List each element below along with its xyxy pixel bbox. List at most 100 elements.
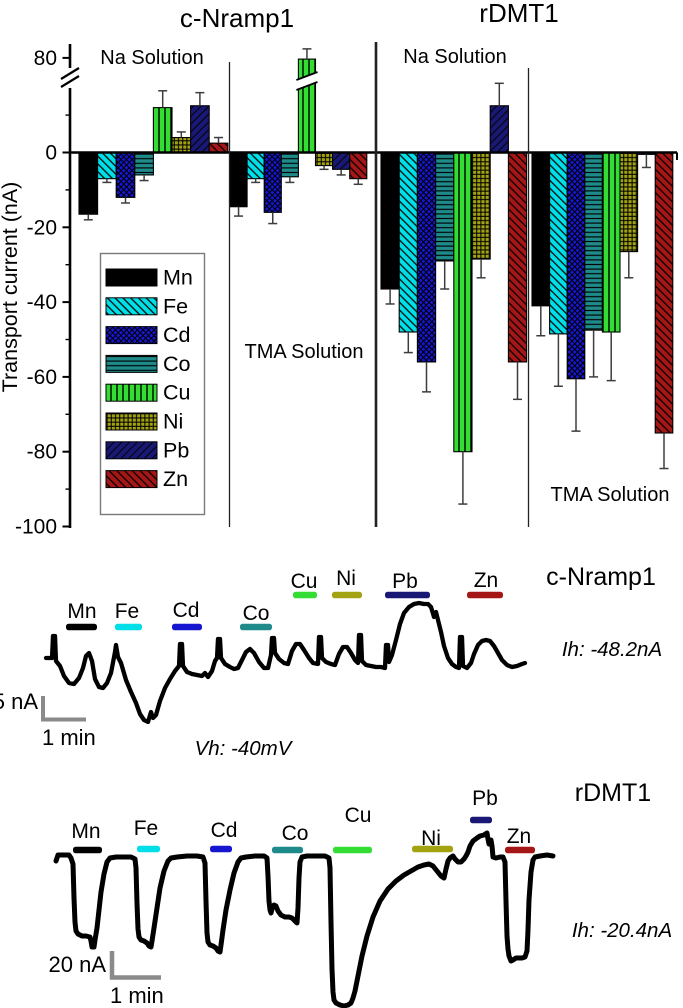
- marker-trace-rdmt1-ni: [412, 845, 453, 853]
- condition-label-2: Na Solution: [403, 46, 506, 68]
- legend-label-mn: Mn: [163, 266, 193, 290]
- bar-cnramp1tma-fe: [246, 151, 265, 180]
- marker-trace-rdmt1-cd: [210, 845, 232, 853]
- axis-break-mark: [60, 67, 80, 80]
- bar-rdmt1na-mn: [380, 151, 400, 290]
- marker-label-trace-cnramp1-co: Co: [243, 602, 270, 625]
- scale-current-label-trace-rdmt1: 20 nA: [49, 952, 107, 977]
- marker-label-trace-rdmt1-ni: Ni: [421, 827, 441, 850]
- legend-label-cd: Cd: [163, 323, 190, 347]
- trace-rdmt1-path: [53, 830, 556, 1008]
- holding-potential-trace-cnramp1: Vh: -40mV: [195, 737, 294, 760]
- bar-rdmt1na-cu: [453, 151, 473, 453]
- marker-label-trace-cnramp1-cd: Cd: [173, 599, 200, 622]
- marker-trace-cnramp1-fe: [115, 623, 142, 631]
- scale-time-label-trace-rdmt1: 1 min: [110, 983, 164, 1008]
- legend-swatch-co: [105, 354, 158, 373]
- condition-label-1: TMA Solution: [245, 341, 364, 363]
- marker-trace-rdmt1-fe: [137, 845, 160, 853]
- holding-current-trace-cnramp1: Ih: -48.2nA: [562, 638, 662, 661]
- bar-cnramp1na-pb: [190, 105, 210, 154]
- bar-cnramp1na-zn: [208, 142, 229, 154]
- marker-label-trace-rdmt1-cd: Cd: [211, 819, 238, 842]
- legend-swatch-pb: [105, 441, 158, 460]
- marker-label-trace-rdmt1-fe: Fe: [134, 817, 159, 840]
- marker-label-trace-rdmt1-co: Co: [282, 822, 309, 845]
- marker-trace-rdmt1-cu: [333, 846, 372, 854]
- bar-cnramp1na-co: [134, 151, 154, 176]
- bar-cnramp1na-cu: [152, 107, 173, 154]
- legend-swatch-mn: [105, 268, 158, 287]
- y-tick-label-80: 80: [34, 47, 57, 70]
- marker-trace-rdmt1-mn: [73, 846, 102, 854]
- marker-trace-cnramp1-pb: [385, 591, 430, 599]
- marker-label-trace-cnramp1-ni: Ni: [336, 567, 356, 590]
- marker-label-trace-cnramp1-pb: Pb: [392, 570, 418, 593]
- legend-swatch-ni: [105, 412, 158, 431]
- legend-label-pb: Pb: [163, 438, 189, 462]
- marker-label-trace-cnramp1-zn: Zn: [474, 569, 499, 592]
- scale-current-label-trace-cnramp1: 5 nA: [0, 689, 38, 714]
- legend-label-fe: Fe: [163, 294, 188, 318]
- bar-rdmt1na-zn: [507, 151, 528, 363]
- bar-rdmt1tma-co: [584, 151, 603, 331]
- bar-cnramp1na-ni: [171, 136, 192, 154]
- y-tick-label--40: -40: [27, 291, 57, 314]
- marker-trace-rdmt1-zn: [505, 846, 535, 854]
- trace-title-trace-cnramp1: c-Nramp1: [546, 563, 656, 591]
- y-tick-label-0: 0: [45, 142, 57, 165]
- bar-rdmt1na-cd: [416, 151, 437, 363]
- marker-label-trace-rdmt1-cu: Cu: [345, 804, 372, 827]
- legend-label-co: Co: [163, 352, 191, 376]
- bar-rdmt1tma-cd: [566, 151, 586, 380]
- legend-label-ni: Ni: [163, 410, 183, 434]
- bar-break-band: [296, 72, 318, 90]
- bar-rdmt1tma-cu: [601, 151, 621, 333]
- bar-cnramp1na-fe: [97, 151, 117, 180]
- bar-cnramp1tma-mn: [229, 151, 248, 208]
- scale-time-label-trace-cnramp1: 1 min: [42, 725, 96, 750]
- bar-cnramp1tma-ni: [314, 151, 334, 167]
- marker-trace-cnramp1-mn: [66, 623, 97, 631]
- bar-rdmt1na-ni: [471, 151, 491, 260]
- marker-label-trace-rdmt1-mn: Mn: [71, 820, 100, 843]
- y-axis-title: Transport current (nA): [0, 182, 22, 393]
- bar-cnramp1tma-pb: [332, 151, 351, 170]
- bar-cnramp1tma-zn: [349, 151, 368, 180]
- bar-rdmt1tma-mn: [531, 151, 551, 307]
- axis-break-mark: [60, 75, 80, 88]
- y-tick-label--20: -20: [27, 216, 57, 239]
- y-tick-label--80: -80: [27, 441, 57, 464]
- panel-title-rdmt1: rDMT1: [479, 0, 558, 28]
- marker-trace-cnramp1-zn: [467, 591, 503, 599]
- marker-label-trace-rdmt1-zn: Zn: [507, 825, 532, 848]
- panel-title-cnramp1: c-Nramp1: [180, 3, 294, 33]
- marker-label-trace-cnramp1-fe: Fe: [115, 600, 140, 623]
- bar-rdmt1tma-zn: [654, 151, 674, 434]
- condition-label-0: Na Solution: [100, 47, 203, 69]
- legend-label-zn: Zn: [163, 467, 188, 491]
- y-tick-label--60: -60: [27, 366, 57, 389]
- legend-label-cu: Cu: [163, 381, 190, 405]
- marker-label-trace-cnramp1-mn: Mn: [67, 600, 96, 623]
- legend-swatch-fe: [105, 297, 158, 316]
- legend-swatch-cd: [105, 326, 158, 345]
- marker-trace-cnramp1-cu: [293, 591, 317, 599]
- scalebar-trace-rdmt1: [109, 951, 161, 980]
- marker-trace-rdmt1-co: [272, 846, 303, 854]
- bar-break-edge: [296, 81, 318, 91]
- bar-rdmt1na-fe: [398, 151, 418, 333]
- bar-rdmt1tma-ni: [619, 151, 639, 253]
- marker-trace-rdmt1-pb: [470, 816, 492, 824]
- marker-label-trace-cnramp1-cu: Cu: [291, 570, 318, 593]
- bar-rdmt1na-pb: [489, 105, 509, 154]
- bar-break-edge: [296, 71, 318, 81]
- bar-rdmt1na-co: [435, 151, 455, 262]
- bar-rdmt1tma-fe: [549, 151, 568, 335]
- bar-cnramp1tma-co: [280, 151, 299, 178]
- marker-trace-cnramp1-co: [240, 623, 272, 631]
- bar-cnramp1na-mn: [78, 151, 99, 215]
- holding-current-trace-rdmt1: Ih: -20.4nA: [572, 919, 672, 942]
- y-tick-label--100: -100: [15, 516, 57, 539]
